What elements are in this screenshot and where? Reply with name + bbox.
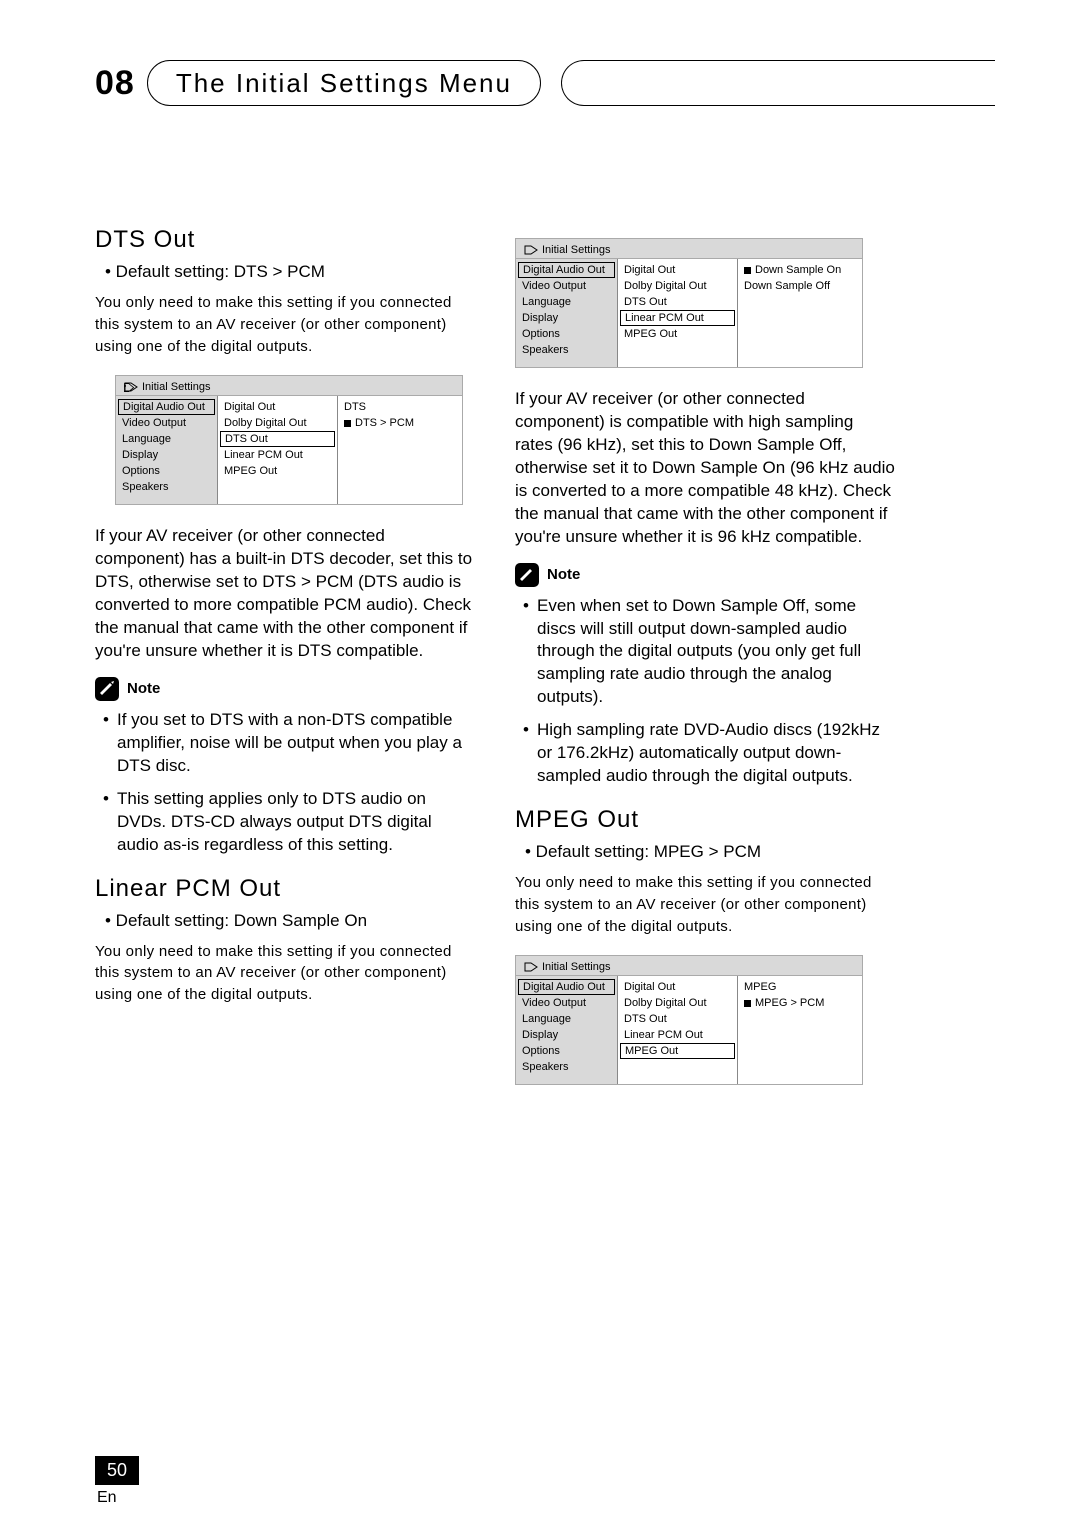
cat-item: Video Output [116, 415, 217, 431]
cat-item: Speakers [516, 342, 617, 358]
note-label: Note [547, 566, 580, 583]
sub-item: Linear PCM Out [618, 1027, 737, 1043]
lpcm-settings-screenshot: Initial Settings Digital Audio Out Video… [515, 238, 863, 368]
cat-item: Speakers [516, 1059, 617, 1075]
cat-item: Options [516, 1043, 617, 1059]
sub-item: DTS Out [618, 1011, 737, 1027]
dts-heading: DTS Out [95, 226, 475, 254]
note-header: Note [515, 563, 895, 587]
settings-panel-title: Initial Settings [515, 238, 863, 258]
sub-item: MPEG Out [218, 463, 337, 479]
tag-icon [524, 245, 538, 255]
settings-categories: Digital Audio Out Video Output Language … [516, 976, 618, 1084]
option: MPEG > PCM [738, 995, 862, 1011]
cat-item: Digital Audio Out [518, 262, 615, 278]
selected-marker-icon [744, 1000, 751, 1007]
left-column: DTS Out • Default setting: DTS > PCM You… [95, 226, 475, 1105]
page-number: 50 [95, 1456, 139, 1485]
chapter-title: The Initial Settings Menu [147, 60, 541, 106]
right-column: Initial Settings Digital Audio Out Video… [515, 226, 895, 1105]
settings-subitems: Digital Out Dolby Digital Out DTS Out Li… [218, 396, 338, 504]
mpeg-settings-screenshot: Initial Settings Digital Audio Out Video… [515, 955, 863, 1085]
sub-item: Linear PCM Out [218, 447, 337, 463]
note-bullet: This setting applies only to DTS audio o… [103, 788, 475, 857]
settings-options: DTS DTS > PCM [338, 396, 462, 504]
language-label: En [97, 1489, 117, 1507]
mpeg-heading: MPEG Out [515, 806, 895, 834]
settings-subitems: Digital Out Dolby Digital Out DTS Out Li… [618, 259, 738, 367]
tag-icon [124, 382, 138, 392]
lpcm-heading: Linear PCM Out [95, 875, 475, 903]
content-columns: DTS Out • Default setting: DTS > PCM You… [95, 226, 995, 1105]
cat-item: Display [516, 1027, 617, 1043]
sub-item: Dolby Digital Out [218, 415, 337, 431]
settings-title-text: Initial Settings [142, 381, 210, 393]
note-bullet: If you set to DTS with a non-DTS compati… [103, 709, 475, 778]
cat-item: Language [516, 1011, 617, 1027]
sub-item: Digital Out [618, 979, 737, 995]
sub-item: Dolby Digital Out [618, 278, 737, 294]
cat-item: Digital Audio Out [118, 399, 215, 415]
settings-body: Digital Audio Out Video Output Language … [515, 258, 863, 368]
dts-notes: If you set to DTS with a non-DTS compati… [103, 709, 475, 857]
sub-item: DTS Out [618, 294, 737, 310]
settings-panel-title: Initial Settings [115, 375, 463, 395]
note-bullet: Even when set to Down Sample Off, some d… [523, 595, 895, 710]
settings-options: MPEG MPEG > PCM [738, 976, 862, 1084]
settings-subitems: Digital Out Dolby Digital Out DTS Out Li… [618, 976, 738, 1084]
option: MPEG [738, 979, 862, 995]
lpcm-default: • Default setting: Down Sample On [105, 911, 475, 931]
settings-title-text: Initial Settings [542, 961, 610, 973]
chapter-number: 08 [95, 64, 135, 103]
dts-body: If your AV receiver (or other connected … [95, 525, 475, 663]
sub-item: MPEG Out [618, 326, 737, 342]
cat-item: Options [116, 463, 217, 479]
option: Down Sample Off [738, 278, 862, 294]
note-icon [515, 563, 539, 587]
lpcm-body: If your AV receiver (or other connected … [515, 388, 895, 549]
note-icon [95, 677, 119, 701]
cat-item: Language [516, 294, 617, 310]
dts-intro: You only need to make this setting if yo… [95, 292, 475, 357]
selected-marker-icon [744, 267, 751, 274]
option: DTS > PCM [338, 415, 462, 431]
option: Down Sample On [738, 262, 862, 278]
sub-item: Digital Out [618, 262, 737, 278]
note-bullet: High sampling rate DVD-Audio discs (192k… [523, 719, 895, 788]
cat-item: Speakers [116, 479, 217, 495]
chapter-header: 08 The Initial Settings Menu [95, 60, 995, 106]
cat-item: Display [116, 447, 217, 463]
lpcm-notes: Even when set to Down Sample Off, some d… [523, 595, 895, 789]
page-content: 08 The Initial Settings Menu DTS Out • D… [95, 60, 995, 1105]
settings-options: Down Sample On Down Sample Off [738, 259, 862, 367]
settings-body: Digital Audio Out Video Output Language … [115, 395, 463, 505]
note-label: Note [127, 680, 160, 697]
sub-item: Linear PCM Out [620, 310, 735, 326]
settings-panel-title: Initial Settings [515, 955, 863, 975]
mpeg-default: • Default setting: MPEG > PCM [525, 842, 895, 862]
cat-item: Video Output [516, 995, 617, 1011]
cat-item: Video Output [516, 278, 617, 294]
header-spacer [561, 60, 995, 106]
settings-title-text: Initial Settings [542, 244, 610, 256]
sub-item: DTS Out [220, 431, 335, 447]
dts-settings-screenshot: Initial Settings Digital Audio Out Video… [115, 375, 463, 505]
settings-categories: Digital Audio Out Video Output Language … [116, 396, 218, 504]
sub-item: Digital Out [218, 399, 337, 415]
selected-marker-icon [344, 420, 351, 427]
cat-item: Options [516, 326, 617, 342]
settings-categories: Digital Audio Out Video Output Language … [516, 259, 618, 367]
cat-item: Language [116, 431, 217, 447]
settings-body: Digital Audio Out Video Output Language … [515, 975, 863, 1085]
cat-item: Display [516, 310, 617, 326]
option: DTS [338, 399, 462, 415]
lpcm-intro: You only need to make this setting if yo… [95, 941, 475, 1006]
cat-item: Digital Audio Out [518, 979, 615, 995]
sub-item: Dolby Digital Out [618, 995, 737, 1011]
dts-default: • Default setting: DTS > PCM [105, 262, 475, 282]
sub-item: MPEG Out [620, 1043, 735, 1059]
mpeg-intro: You only need to make this setting if yo… [515, 872, 895, 937]
tag-icon [524, 962, 538, 972]
note-header: Note [95, 677, 475, 701]
